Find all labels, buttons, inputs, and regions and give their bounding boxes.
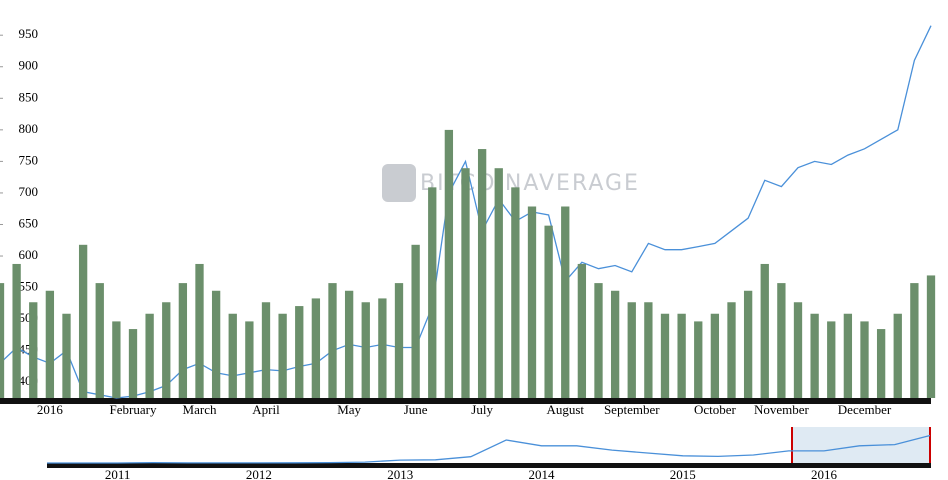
volume-bar (128, 329, 138, 398)
x-tick-label: 2015 (670, 467, 696, 480)
x-tick-label: May (337, 402, 361, 417)
x-tick-label: September (604, 402, 660, 417)
x-tick-label: 2011 (105, 467, 131, 480)
volume-bar (561, 206, 570, 398)
volume-bar (494, 168, 503, 398)
volume-bar (477, 149, 487, 398)
volume-bar (793, 302, 803, 398)
volume-bar (860, 321, 869, 398)
price-line (0, 25, 932, 399)
y-tick-label: 900 (19, 58, 39, 73)
volume-bar (610, 290, 620, 398)
x-tick-label: March (183, 402, 217, 417)
volume-bar (594, 283, 603, 398)
navigator-axis (47, 463, 931, 468)
x-tick-label: October (694, 402, 737, 417)
x-tick-label: 2014 (528, 467, 555, 480)
volume-bar (910, 283, 919, 398)
volume-bar (527, 206, 537, 398)
y-tick-label: 650 (19, 215, 39, 230)
volume-bar (112, 321, 121, 398)
x-tick-label: April (252, 402, 280, 417)
y-tick-label: 750 (19, 152, 39, 167)
volume-bar (660, 313, 670, 398)
volume-bar (461, 168, 470, 398)
volume-bar (211, 290, 221, 398)
volume-bar (228, 313, 237, 398)
volume-bar (743, 290, 753, 398)
volume-bar (710, 313, 720, 398)
y-tick-label: 700 (19, 184, 39, 199)
volume-bar (627, 302, 636, 398)
x-tick-label: 2016 (811, 467, 838, 480)
volume-bar (694, 321, 703, 398)
x-tick-label: August (546, 402, 584, 417)
volume-bar (261, 302, 271, 398)
x-tick-label: February (110, 402, 157, 417)
volume-bar (760, 263, 769, 398)
volume-bar (893, 313, 902, 398)
x-tick-label: July (471, 402, 493, 417)
y-tick-label: 850 (19, 89, 39, 104)
volume-bar (162, 302, 171, 398)
volume-bar (195, 263, 204, 398)
volume-bar (511, 187, 520, 398)
volume-bar (810, 313, 819, 398)
x-axis (0, 398, 931, 404)
volume-bar (544, 225, 553, 398)
volume-bar (328, 283, 337, 398)
volume-bar (361, 302, 370, 398)
x-tick-label: 2013 (387, 467, 413, 480)
volume-bar (278, 313, 287, 398)
volume-bar (95, 283, 104, 398)
volume-bar (29, 302, 38, 398)
y-tick-label: 550 (19, 279, 39, 294)
volume-bar (12, 263, 21, 398)
volume-bar (727, 302, 736, 398)
x-tick-label: 2016 (37, 402, 64, 417)
volume-bar (62, 313, 71, 398)
volume-bar (378, 298, 387, 398)
volume-bar (245, 321, 254, 398)
volume-bar (145, 313, 154, 398)
volume-bar (444, 129, 454, 398)
volume-bar (577, 263, 587, 398)
volume-bar (777, 283, 786, 398)
volume-bar (78, 244, 88, 398)
volume-bar (926, 275, 936, 398)
volume-bar (827, 321, 836, 398)
volume-bar (344, 290, 354, 398)
volume-bar (428, 187, 437, 398)
x-tick-label: June (404, 402, 428, 417)
x-tick-label: 2012 (246, 467, 272, 480)
navigator-line (47, 434, 931, 464)
y-tick-label: 950 (19, 26, 39, 41)
volume-bar (843, 313, 853, 398)
volume-bar (394, 283, 404, 398)
volume-bar (295, 306, 304, 398)
volume-bar (411, 244, 420, 398)
y-tick-label: 800 (19, 121, 39, 136)
watermark-logo (382, 164, 416, 202)
volume-bar (311, 298, 321, 398)
x-tick-label: November (754, 402, 810, 417)
watermark: BITCOINAVERAGE (420, 171, 640, 196)
volume-bar (677, 313, 686, 398)
volume-bar (0, 283, 5, 398)
x-tick-label: December (838, 402, 892, 417)
volume-bar (45, 290, 55, 398)
volume-bar (644, 302, 653, 398)
y-tick-label: 600 (19, 247, 39, 262)
volume-bar (178, 283, 188, 398)
volume-bar (876, 329, 886, 398)
